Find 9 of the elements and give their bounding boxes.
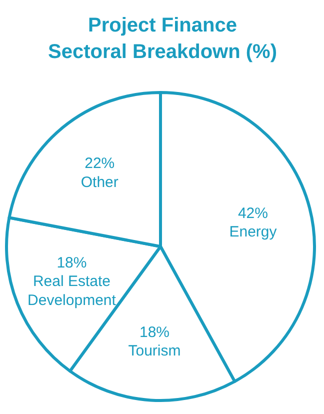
data-label: 22% — [84, 155, 115, 172]
data-label: 42% — [238, 204, 268, 222]
slice-label: Real Estate Development — [28, 273, 117, 309]
chart-title: Project Finance Sectoral Breakdown (%) — [48, 14, 277, 63]
slice-label: Energy — [229, 224, 278, 241]
slice-label: Other — [80, 174, 118, 191]
data-label: 18% — [56, 254, 87, 272]
data-label: 18% — [139, 324, 170, 341]
slice-label: Tourism — [128, 342, 181, 360]
